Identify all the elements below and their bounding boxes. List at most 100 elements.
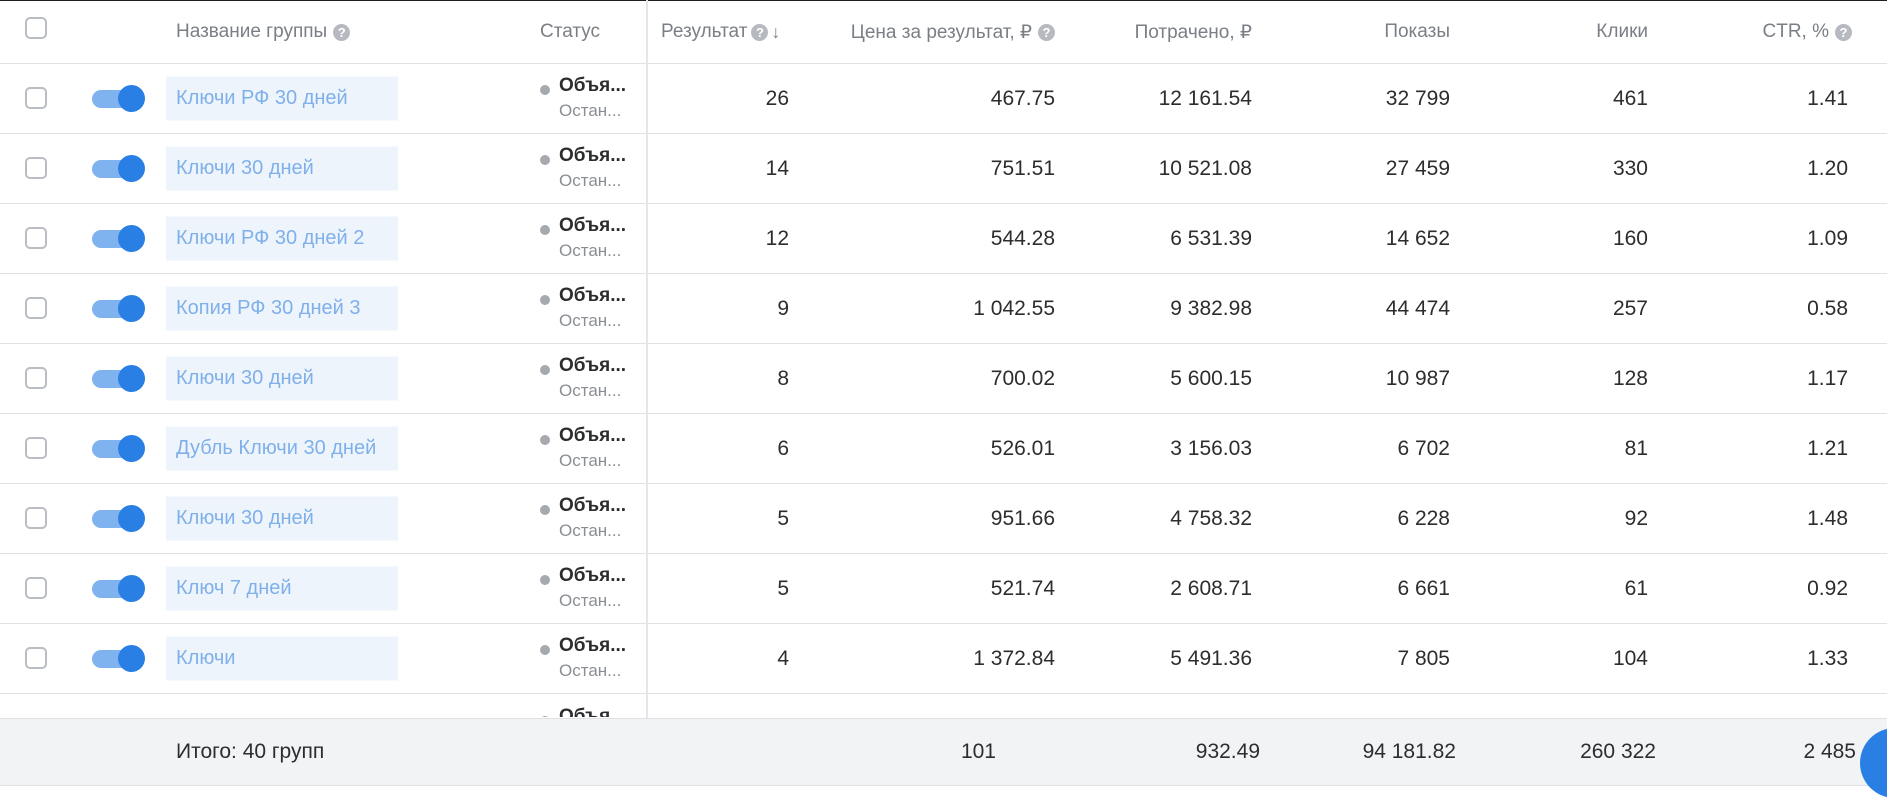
table-row[interactable]: Ключи 30 дней Объя... Остан... 14 751.51… (0, 134, 1887, 204)
clicks-value: 61 (1624, 576, 1648, 600)
sort-desc-icon[interactable]: ↓ (771, 21, 781, 42)
column-cost-per-result[interactable]: Цена за результат, ₽ ? (780, 1, 1055, 63)
column-result[interactable]: Результат ? ↓ (661, 1, 780, 63)
ctr-value: 1.41 (1807, 86, 1848, 110)
impressions-value: 27 459 (1385, 156, 1450, 180)
help-icon[interactable]: ? (1038, 23, 1055, 41)
status-cell[interactable]: Объя... Остан... (540, 424, 630, 476)
footer-cost: 932.49 (1195, 740, 1260, 763)
help-icon[interactable]: ? (751, 23, 769, 41)
result-value: 4 (777, 646, 789, 670)
table-row[interactable]: Дубль Ключи 30 дней Объя... Остан... 6 5… (0, 414, 1887, 484)
row-checkbox[interactable] (25, 87, 47, 109)
cost-value: 526.01 (990, 436, 1055, 460)
result-value: 5 (777, 506, 789, 530)
cost-value: 951.66 (990, 506, 1055, 530)
impressions-value: 10 987 (1385, 366, 1450, 390)
column-clicks-label: Клики (1596, 21, 1648, 42)
status-cell[interactable]: Объя... Остан... (540, 74, 630, 126)
row-checkbox[interactable] (25, 367, 47, 389)
select-all-checkbox[interactable] (25, 17, 47, 39)
row-checkbox[interactable] (25, 437, 47, 459)
table-row[interactable]: Ключи 30 дней Объя... Остан... 5 951.66 … (0, 484, 1887, 554)
status-label: Объя... (559, 495, 627, 516)
toggle-knob (118, 155, 145, 182)
column-ctr[interactable]: CTR, % ? (1660, 1, 1852, 63)
result-value: 6 (777, 436, 789, 460)
row-checkbox[interactable] (25, 297, 47, 319)
group-toggle[interactable] (92, 644, 145, 672)
column-clicks[interactable]: Клики (1460, 1, 1648, 63)
status-cell[interactable]: Объя... Остан... (540, 214, 630, 266)
help-icon[interactable]: ? (333, 23, 351, 41)
toggle-knob (118, 645, 145, 672)
clicks-value: 81 (1624, 436, 1648, 460)
status-label: Объя... (559, 285, 627, 306)
footer-result: 101 (960, 740, 996, 763)
table-row[interactable]: Ключи РФ 30 дней Объя... Остан... 26 467… (0, 64, 1887, 134)
group-name-link[interactable]: Ключи 30 дней (166, 344, 398, 413)
footer-impressions: 260 322 (1580, 740, 1656, 763)
status-cell[interactable]: Объя... Остан... (540, 564, 630, 616)
table-row[interactable]: Ключи 30 дней Объя... Остан... 8 700.02 … (0, 344, 1887, 414)
spent-value: 3 156.03 (1170, 436, 1252, 460)
substatus-label: Остан... (559, 381, 622, 400)
group-toggle[interactable] (92, 84, 145, 112)
group-name-link[interactable]: Ключи 30 дней (166, 484, 398, 553)
row-checkbox[interactable] (25, 507, 47, 529)
group-name-link[interactable]: Ключ 7 дней (166, 554, 398, 623)
spent-value: 2 608.71 (1170, 576, 1252, 600)
group-toggle[interactable] (92, 574, 145, 602)
table-row[interactable]: Ключи Объя... Остан... 4 1 372.84 5 491.… (0, 624, 1887, 694)
cost-value: 544.28 (990, 226, 1055, 250)
status-cell[interactable]: Объя... Остан... (540, 144, 630, 196)
column-impressions[interactable]: Показы (1260, 1, 1450, 63)
status-cell[interactable]: Объя... Остан... (540, 494, 630, 546)
column-name[interactable]: Название группы ? (176, 1, 351, 63)
group-name-link[interactable]: Ключи РФ 30 дней 2 (166, 204, 398, 273)
status-cell[interactable]: Объя... Остан... (540, 284, 630, 336)
group-name-link[interactable]: Копия РФ 30 дней 3 (166, 274, 398, 343)
toggle-knob (118, 435, 145, 462)
table-header: Название группы ? Статус Результат ? ↓ Ц… (0, 0, 1887, 64)
impressions-value: 32 799 (1385, 86, 1450, 110)
footer-total-label: Итого: 40 групп (176, 740, 325, 763)
ctr-value: 1.33 (1807, 646, 1848, 670)
column-spent[interactable]: Потрачено, ₽ (1060, 1, 1252, 63)
status-cell[interactable]: Объя... Остан... (540, 634, 630, 686)
group-name-link[interactable]: Ключи 30 дней (166, 134, 398, 203)
help-icon[interactable]: ? (1835, 23, 1852, 41)
group-name-link[interactable]: Ключи (166, 624, 398, 693)
impressions-value: 14 652 (1385, 226, 1450, 250)
group-name-link[interactable]: Дубль Ключи 30 дней (166, 414, 398, 483)
clicks-value: 104 (1612, 646, 1648, 670)
column-status[interactable]: Статус (540, 1, 600, 63)
result-value: 26 (765, 86, 789, 110)
status-dot-icon (540, 365, 550, 375)
toggle-knob (118, 365, 145, 392)
group-toggle[interactable] (92, 434, 145, 462)
table-row[interactable]: Ключ 7 дней Объя... Остан... 5 521.74 2 … (0, 554, 1887, 624)
group-toggle[interactable] (92, 154, 145, 182)
toggle-knob (118, 505, 145, 532)
group-name-link[interactable]: Ключи РФ 30 дней (166, 64, 398, 133)
clicks-value: 92 (1624, 506, 1648, 530)
impressions-value: 6 228 (1397, 506, 1450, 530)
row-checkbox[interactable] (25, 157, 47, 179)
table-row[interactable]: Ключи РФ 30 дней 2 Объя... Остан... 12 5… (0, 204, 1887, 274)
group-toggle[interactable] (92, 364, 145, 392)
status-dot-icon (540, 716, 550, 717)
row-checkbox[interactable] (25, 227, 47, 249)
row-checkbox[interactable] (25, 647, 47, 669)
status-cell[interactable]: Объя... Остан... (540, 354, 630, 406)
status-dot-icon (540, 575, 550, 585)
toggle-knob (118, 225, 145, 252)
group-toggle[interactable] (92, 224, 145, 252)
result-value: 12 (765, 226, 789, 250)
group-toggle[interactable] (92, 504, 145, 532)
cost-value: 521.74 (990, 576, 1055, 600)
ctr-value: 1.20 (1807, 156, 1848, 180)
table-row[interactable]: Копия РФ 30 дней 3 Объя... Остан... 9 1 … (0, 274, 1887, 344)
row-checkbox[interactable] (25, 577, 47, 599)
group-toggle[interactable] (92, 294, 145, 322)
